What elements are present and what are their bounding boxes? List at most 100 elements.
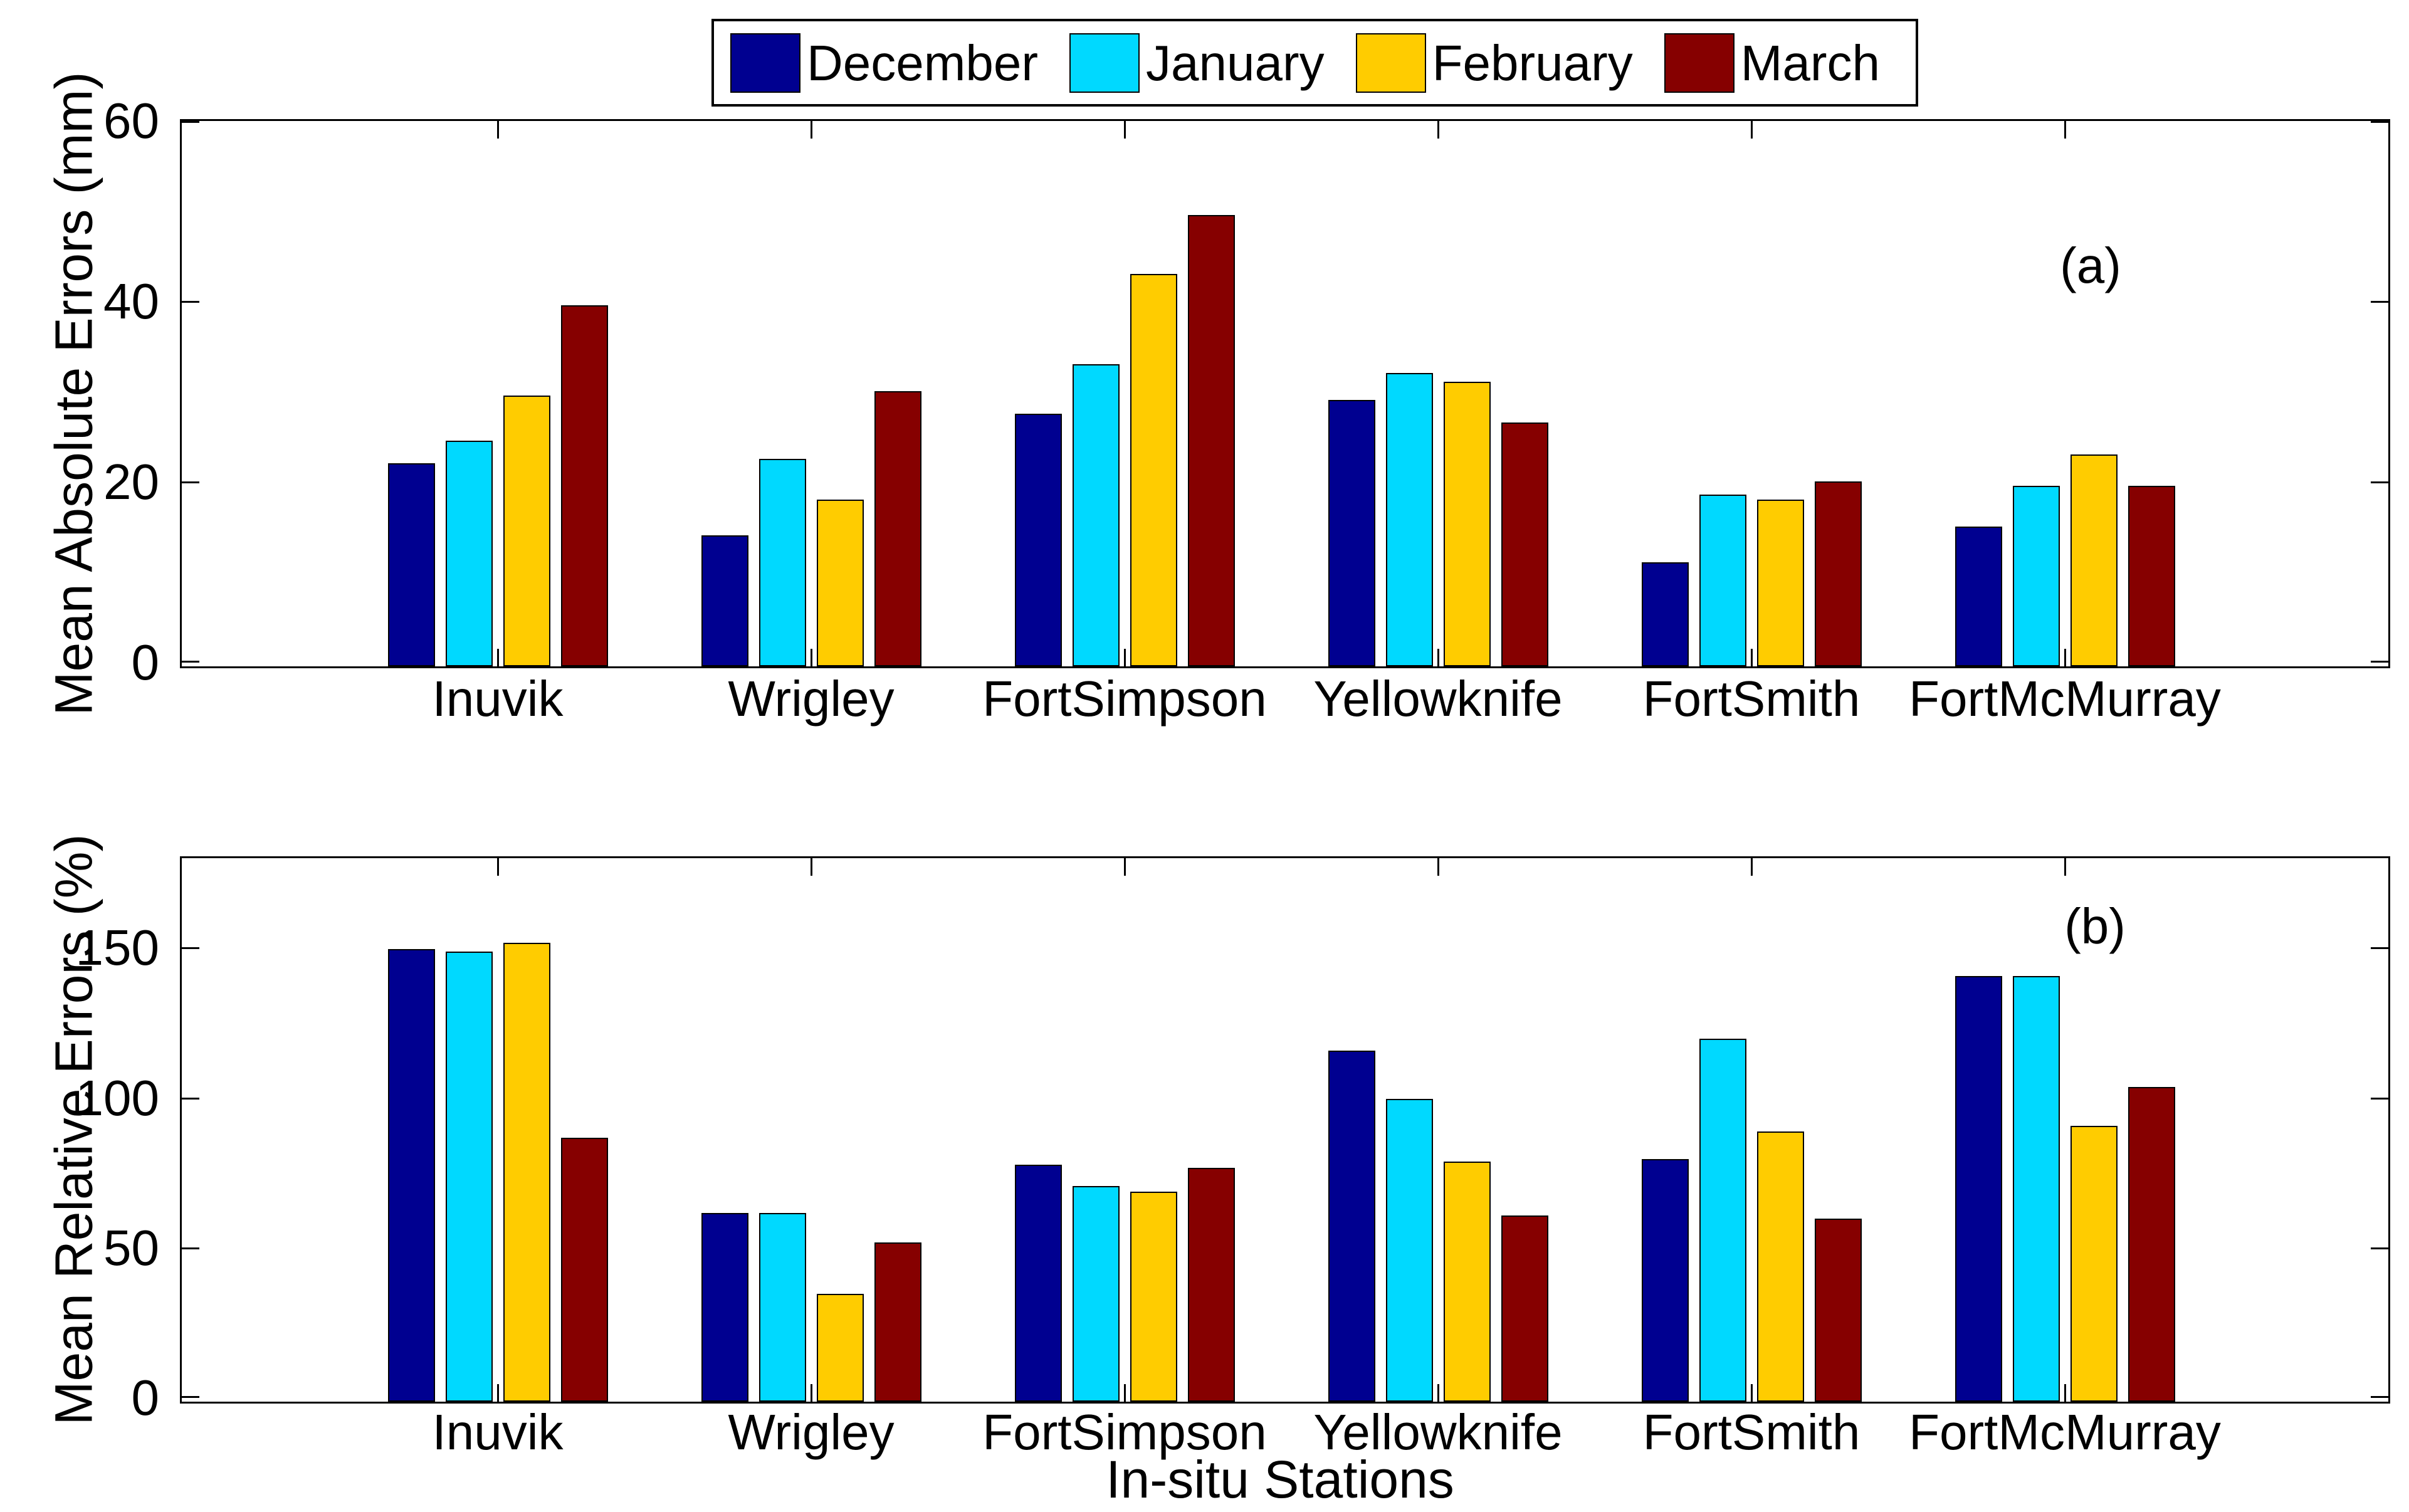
bar-march-fortsmith [1814,481,1862,666]
x-tick [1750,121,1753,139]
x-tick-label-inuvik: Inuvik [432,1404,564,1460]
bar-march-yellowknife [1501,423,1548,666]
bar-march-wrigley [874,391,921,666]
legend-item-january: January [1069,33,1325,93]
x-tick [2064,121,2066,139]
bar-february-inuvik [503,396,550,666]
y-tick-label: 60 [103,93,159,149]
x-tick [496,649,499,666]
y-tick [2371,661,2388,663]
y-tick [182,481,199,483]
legend-item-march: March [1664,33,1880,93]
y-tick-label: 150 [75,920,159,975]
x-tick [1123,121,1126,139]
x-tick [1123,1384,1126,1402]
bar-december-inuvik [387,463,435,666]
bar-february-fortsimpson [1130,274,1177,666]
x-tick [1750,1384,1753,1402]
bar-march-fortsimpson [1187,1168,1235,1402]
y-axis-title-a: Mean Absolute Errors (mm) [44,71,103,716]
bar-february-fortsimpson [1130,1192,1177,1402]
legend-swatch-january [1069,33,1140,93]
x-tick [496,121,499,139]
y-tick [182,1396,199,1398]
bar-january-fortmcmurray [2012,486,2060,666]
bar-march-fortmcmurray [2128,1087,2175,1402]
x-tick [2064,1384,2066,1402]
y-tick [182,300,199,303]
bar-january-fortsmith [1699,495,1746,666]
x-tick-label-yellowknife: Yellowknife [1313,1404,1563,1460]
x-tick [2064,858,2066,876]
y-tick [2371,1247,2388,1249]
x-tick [1123,649,1126,666]
legend-swatch-march [1664,33,1735,93]
x-tick [810,649,812,666]
bar-february-fortsmith [1756,500,1804,666]
y-tick [182,1247,199,1249]
x-tick-label-wrigley: Wrigley [728,1404,895,1460]
axes-panel-b [180,856,2390,1404]
bar-december-fortsmith [1641,562,1689,666]
bar-march-inuvik [560,1138,608,1402]
y-tick [2371,300,2388,303]
bar-february-yellowknife [1443,382,1491,666]
bar-december-yellowknife [1328,1051,1375,1402]
bar-february-inuvik [503,943,550,1402]
bar-january-yellowknife [1385,373,1433,666]
bar-december-fortmcmurray [1955,976,2002,1402]
x-tick-label-fortsimpson: FortSimpson [982,1404,1267,1460]
bar-february-fortsmith [1756,1131,1804,1402]
panel-letter-b: (b) [2064,898,2126,954]
bar-december-fortsmith [1641,1159,1689,1402]
x-tick [1437,858,1439,876]
y-tick [182,661,199,663]
legend-label: March [1740,34,1881,91]
x-tick-label-yellowknife: Yellowknife [1313,671,1563,727]
y-tick-label: 40 [103,273,159,329]
legend-label: December [807,34,1039,91]
legend-label: January [1146,34,1325,91]
bar-january-fortsmith [1699,1039,1746,1402]
x-tick-label-wrigley: Wrigley [728,671,895,727]
x-tick [1437,649,1439,666]
x-tick [1437,121,1439,139]
y-tick [182,947,199,949]
bar-december-fortsimpson [1014,414,1062,666]
x-tick-label-fortmcmurray: FortMcMurray [1909,1404,2221,1460]
bar-march-yellowknife [1501,1215,1548,1402]
x-tick [1750,858,1753,876]
bar-january-fortmcmurray [2012,976,2060,1402]
y-tick [2371,947,2388,949]
legend-swatch-february [1355,33,1426,93]
x-tick-label-fortsmith: FortSmith [1642,671,1861,727]
bar-december-inuvik [387,949,435,1402]
bar-december-fortsimpson [1014,1165,1062,1402]
bar-january-fortsimpson [1072,364,1120,666]
bar-march-fortmcmurray [2128,486,2175,666]
x-tick [1437,1384,1439,1402]
y-tick [2371,1396,2388,1398]
axes-panel-a [180,119,2390,668]
x-tick-label-fortmcmurray: FortMcMurray [1909,671,2221,727]
x-tick [810,1384,812,1402]
bar-march-inuvik [560,305,608,666]
y-tick-label: 50 [103,1220,159,1276]
bar-march-fortsmith [1814,1219,1862,1402]
bar-january-yellowknife [1385,1099,1433,1402]
bar-december-wrigley [701,1213,748,1402]
x-tick [810,858,812,876]
bar-february-fortmcmurray [2070,454,2118,666]
legend-label: February [1432,34,1633,91]
legend-swatch-december [730,33,800,93]
y-tick [182,1097,199,1100]
bar-february-yellowknife [1443,1162,1491,1402]
x-tick [496,858,499,876]
bar-january-wrigley [758,1213,806,1402]
bar-february-wrigley [816,500,864,666]
y-tick [2371,121,2388,123]
x-tick [2064,649,2066,666]
bar-february-wrigley [816,1294,864,1402]
y-tick-label: 0 [131,634,160,690]
